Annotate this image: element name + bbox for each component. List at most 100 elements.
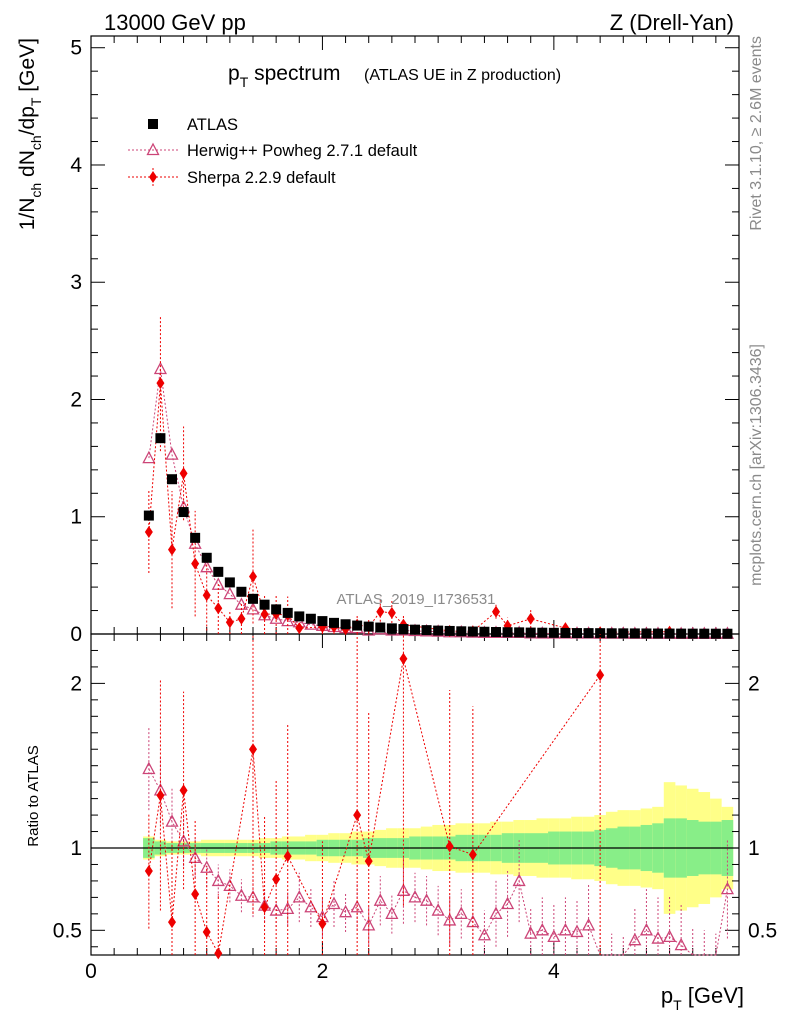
data-point-herwig xyxy=(419,893,434,906)
legend-entry-label: Sherpa 2.2.9 default xyxy=(187,169,336,187)
data-point-herwig xyxy=(408,889,422,903)
data-point-atlas xyxy=(340,619,351,630)
data-point-sherpa xyxy=(168,543,176,556)
data-point-herwig xyxy=(651,931,665,944)
data-point-atlas xyxy=(421,625,432,636)
data-point-herwig xyxy=(639,922,654,936)
data-point-herwig xyxy=(246,601,260,615)
data-point-herwig xyxy=(720,881,735,895)
data-point-herwig xyxy=(674,937,688,951)
x-axis-title: pT [GeV] xyxy=(661,983,744,1013)
data-point-herwig xyxy=(338,904,353,918)
data-point-herwig xyxy=(500,896,515,910)
data-point-atlas xyxy=(375,622,386,633)
data-point-atlas xyxy=(641,628,652,639)
y-tick-label-main: 3 xyxy=(70,271,82,294)
data-point-atlas xyxy=(560,627,571,638)
data-point-herwig xyxy=(165,447,179,460)
data-point-herwig xyxy=(142,450,156,464)
data-point-herwig xyxy=(443,913,457,926)
data-point-atlas xyxy=(456,626,467,637)
data-point-herwig xyxy=(223,878,237,892)
data-point-sherpa xyxy=(445,840,454,853)
data-point-herwig xyxy=(385,906,399,919)
x-tick-label: 4 xyxy=(548,960,560,983)
data-series xyxy=(142,315,735,960)
data-point-atlas xyxy=(386,623,397,634)
data-point-sherpa xyxy=(353,809,362,822)
legend: ATLAS Herwig++ Powheg 2.7.1 default Sherpa… xyxy=(128,116,418,187)
data-point-herwig xyxy=(662,929,677,943)
upper-y-axis-title: 1/Nch dNch/dpT [GeV] xyxy=(16,38,44,230)
data-point-sherpa xyxy=(202,925,211,938)
y-tick-label-main: 5 xyxy=(70,37,82,60)
data-point-atlas xyxy=(282,607,293,618)
data-point-sherpa xyxy=(144,865,153,878)
data-point-sherpa xyxy=(260,901,269,914)
data-point-herwig xyxy=(176,834,191,847)
data-point-herwig xyxy=(373,893,387,906)
data-point-sherpa xyxy=(156,377,165,390)
data-point-sherpa xyxy=(144,525,153,538)
data-point-herwig xyxy=(396,883,411,896)
data-point-herwig xyxy=(477,927,492,941)
data-point-atlas xyxy=(525,627,536,638)
data-point-sherpa xyxy=(168,916,176,929)
data-point-atlas xyxy=(514,627,525,638)
data-point-herwig xyxy=(547,929,561,943)
legend-entry-label: Herwig++ Powheg 2.7.1 default xyxy=(187,142,418,160)
data-point-sherpa xyxy=(225,616,234,629)
data-point-herwig xyxy=(223,586,237,600)
data-point-atlas xyxy=(363,621,374,632)
y-tick-label-ratio-left: 1 xyxy=(70,837,82,860)
data-point-sherpa xyxy=(191,888,200,901)
data-point-atlas xyxy=(710,628,721,639)
data-point-herwig xyxy=(489,906,503,919)
x-tick-label: 0 xyxy=(85,960,97,983)
sherpa-line xyxy=(148,383,670,633)
data-point-atlas xyxy=(433,625,444,636)
mcplots-source-label: mcplots.cern.ch [arXiv:1306.3436] xyxy=(748,344,765,586)
data-point-sherpa xyxy=(318,917,327,930)
data-point-atlas xyxy=(224,577,235,588)
data-point-sherpa xyxy=(399,652,408,665)
data-point-atlas xyxy=(329,617,339,628)
data-point-atlas xyxy=(201,552,212,563)
y-tick-label-ratio-right: 2 xyxy=(748,672,760,695)
data-point-sherpa xyxy=(295,622,304,635)
data-point-herwig xyxy=(350,899,364,913)
y-tick-label-ratio-right: 0.5 xyxy=(748,919,777,942)
data-point-herwig xyxy=(570,924,584,938)
data-point-sherpa xyxy=(468,848,477,861)
data-point-atlas xyxy=(167,474,177,485)
data-point-herwig xyxy=(524,926,538,939)
data-point-atlas xyxy=(444,625,455,636)
data-point-atlas xyxy=(583,628,594,639)
data-point-atlas xyxy=(664,628,675,639)
data-point-herwig xyxy=(512,873,526,887)
data-point-atlas xyxy=(699,628,710,639)
data-point-atlas xyxy=(491,627,501,638)
data-point-herwig xyxy=(581,917,596,931)
data-point-herwig xyxy=(304,617,318,630)
data-point-sherpa xyxy=(387,606,396,619)
data-point-herwig xyxy=(165,814,179,827)
data-point-sherpa xyxy=(376,605,385,618)
plot-subtitle: (ATLAS UE in Z production) xyxy=(364,67,561,84)
data-point-atlas xyxy=(606,628,617,639)
data-point-atlas xyxy=(467,626,478,637)
y-tick-label-ratio-left: 0.5 xyxy=(53,919,82,942)
data-point-sherpa xyxy=(202,589,211,602)
data-point-sherpa xyxy=(596,669,605,682)
y-tick-label-main: 4 xyxy=(70,154,82,177)
data-point-atlas xyxy=(479,626,490,637)
data-point-atlas xyxy=(676,628,687,639)
data-point-sherpa xyxy=(272,873,281,886)
data-point-herwig xyxy=(454,906,468,919)
analysis-id-watermark: ATLAS_2019_I1736531 xyxy=(336,591,495,608)
rivet-version-label: Rivet 3.1.10, ≥ 2.6M events xyxy=(748,36,765,231)
data-point-sherpa xyxy=(283,850,292,863)
data-point-herwig xyxy=(200,860,214,873)
data-point-sherpa xyxy=(156,789,165,802)
data-point-atlas xyxy=(305,613,316,624)
